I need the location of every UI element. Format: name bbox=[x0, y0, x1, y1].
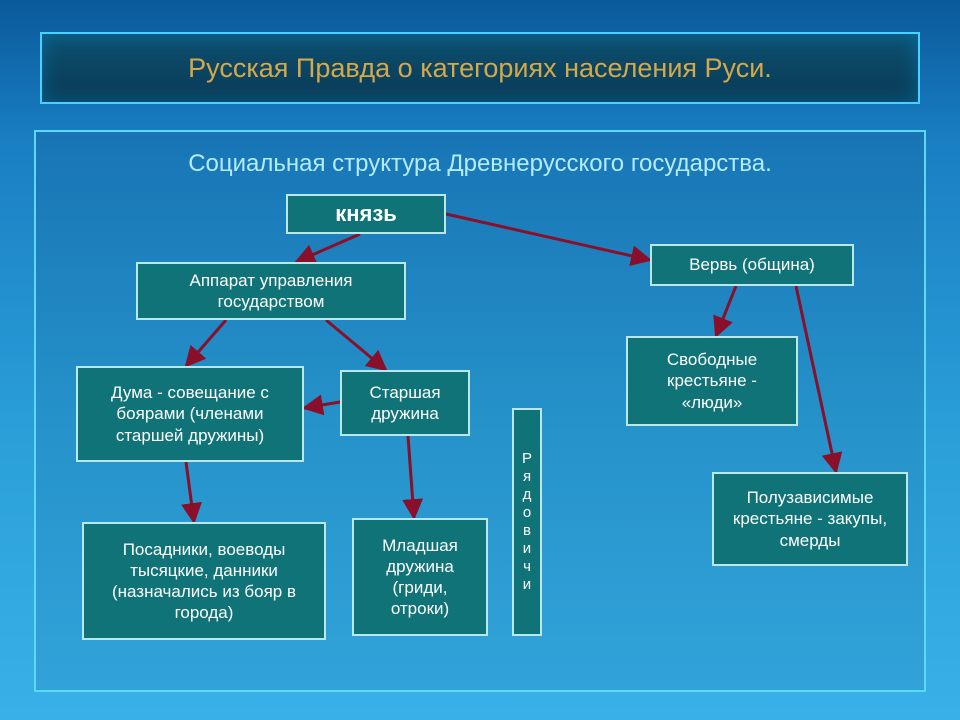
edge-starshaya-duma bbox=[304, 402, 340, 408]
edge-apparat-starshaya bbox=[326, 320, 386, 370]
node-svobodnye: Свободные крестьяне - «люди» bbox=[626, 336, 798, 426]
node-poluzav: Полузависимые крестьяне - закупы, смерды bbox=[712, 472, 908, 566]
node-verv: Вервь (община) bbox=[650, 244, 854, 286]
title-banner: Русская Правда о категориях населения Ру… bbox=[40, 32, 920, 104]
edge-knyaz-apparat bbox=[296, 234, 360, 262]
node-duma: Дума - совещание с боярами (членами стар… bbox=[76, 366, 304, 462]
node-knyaz: князь bbox=[286, 194, 446, 234]
content-frame: Социальная структура Древнерусского госу… bbox=[34, 130, 926, 692]
page-title: Русская Правда о категориях населения Ру… bbox=[188, 53, 772, 84]
node-ryadovichi: Рядовичи bbox=[512, 408, 542, 636]
node-starshaya: Старшая дружина bbox=[340, 370, 470, 436]
edge-knyaz-verv bbox=[446, 214, 650, 260]
node-mladshaya: Младшая дружина (гриди, отроки) bbox=[352, 518, 488, 636]
edge-apparat-duma bbox=[186, 320, 226, 366]
node-posadniki: Посадники, воеводы тысяцкие, данники (на… bbox=[82, 522, 326, 640]
node-apparat: Аппарат управления государством bbox=[136, 262, 406, 320]
edge-starshaya-mladshaya bbox=[408, 436, 414, 518]
edge-duma-posadniki bbox=[186, 462, 194, 522]
edge-verv-svobodnye bbox=[716, 286, 736, 336]
edge-verv-poluzav bbox=[796, 286, 836, 472]
page-subtitle: Социальная структура Древнерусского госу… bbox=[36, 150, 924, 178]
